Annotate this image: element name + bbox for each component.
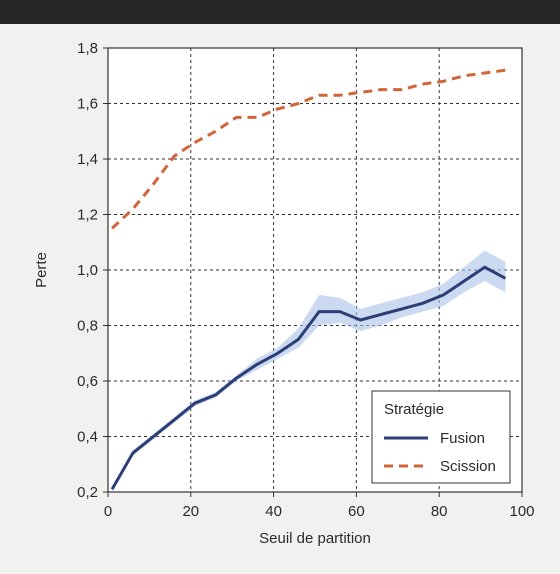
series-line-fusion xyxy=(110,265,507,490)
y-tick-label: 1,0 xyxy=(77,262,98,279)
band-fusion xyxy=(112,250,506,492)
y-axis-ticks: 0,2 0,4 0,6 0,8 1,0 1,2 1,4 1,6 1,8 xyxy=(77,40,108,501)
x-tick-label: 20 xyxy=(182,503,199,520)
x-tick-label: 60 xyxy=(348,503,365,520)
chart-figure: 0 20 40 60 80 100 0,2 0,4 0,6 0,8 1,0 1,2 1,4 1,6 1,8… xyxy=(0,24,560,569)
grid-lines xyxy=(108,48,522,492)
x-tick-label: 40 xyxy=(265,503,282,520)
legend: Stratégie Fusion Scission xyxy=(371,390,511,484)
y-tick-label: 0,6 xyxy=(77,373,98,390)
x-tick-label: 100 xyxy=(509,503,534,520)
legend-title: Stratégie xyxy=(384,401,444,418)
confidence-bands xyxy=(112,250,506,492)
x-axis-title: Seuil de partition xyxy=(259,530,371,547)
line-chart: 0 20 40 60 80 100 0,2 0,4 0,6 0,8 1,0 1,2 1,4 1,6 1,8… xyxy=(33,40,535,547)
y-tick-label: 1,8 xyxy=(77,40,98,57)
y-tick-label: 1,6 xyxy=(77,96,98,113)
y-tick-label: 1,2 xyxy=(77,207,98,224)
y-tick-label: 0,4 xyxy=(77,429,98,446)
legend-label-scission: Scission xyxy=(440,458,496,475)
top-band xyxy=(0,0,560,24)
x-axis-ticks: 0 20 40 60 80 100 xyxy=(104,492,535,520)
x-tick-label: 80 xyxy=(431,503,448,520)
y-tick-label: 0,2 xyxy=(77,484,98,501)
x-tick-label: 0 xyxy=(104,503,112,520)
legend-label-fusion: Fusion xyxy=(440,430,485,447)
series-lines xyxy=(110,68,507,490)
y-tick-label: 1,4 xyxy=(77,151,98,168)
y-axis-title: Perte xyxy=(33,252,50,288)
y-tick-label: 0,8 xyxy=(77,318,98,335)
series-line-scission xyxy=(111,68,506,230)
